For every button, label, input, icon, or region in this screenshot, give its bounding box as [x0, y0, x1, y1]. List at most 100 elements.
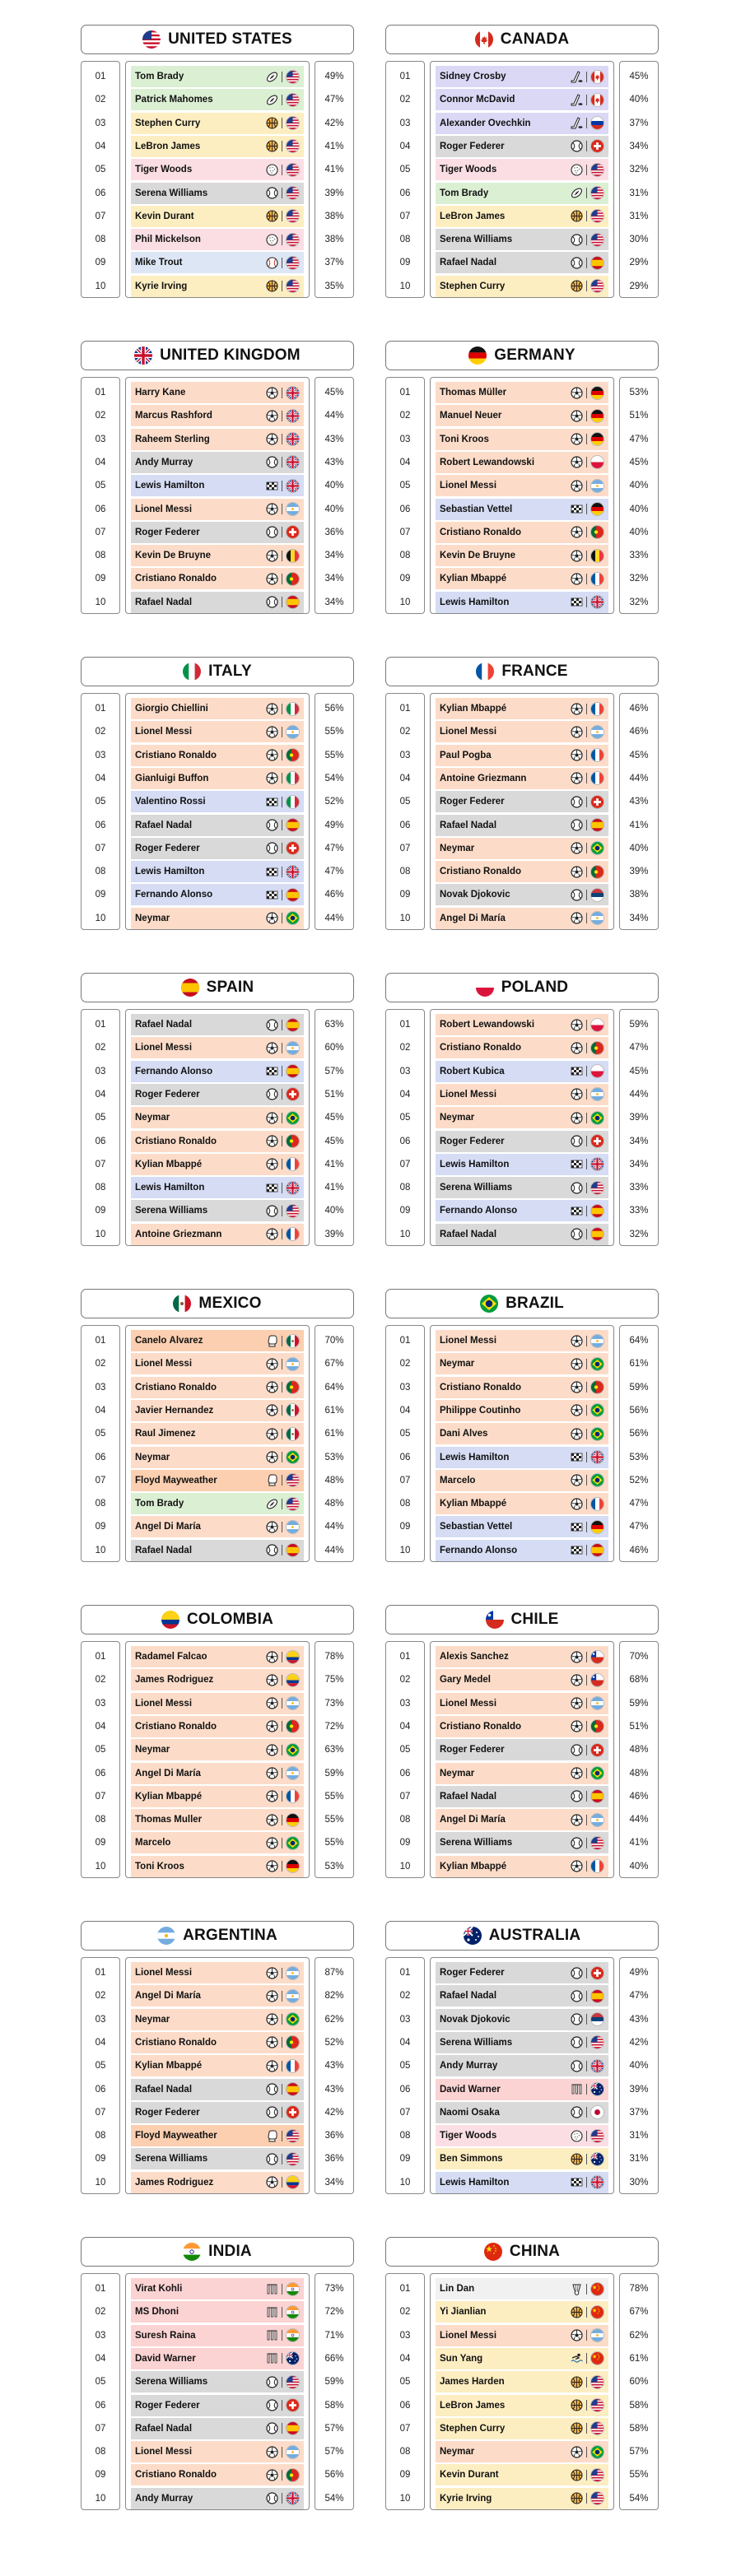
flag-ar-icon [590, 911, 604, 926]
country-title: GERMANY [385, 341, 659, 370]
percent-value: 59% [324, 2377, 344, 2388]
player-name: Alexander Ovechkin [440, 118, 531, 128]
soccer-icon [571, 1428, 583, 1440]
divider [586, 2014, 587, 2025]
divider [586, 2446, 587, 2457]
player-name: Rafael Nadal [135, 1020, 193, 1030]
player-name: Andy Murray [440, 2061, 498, 2071]
rank-number: 02 [95, 727, 106, 737]
country-title: ITALY [81, 657, 354, 686]
soccer-icon [571, 912, 583, 924]
divider [586, 1405, 587, 1416]
percent-value: 38% [324, 211, 344, 221]
player-name: Lionel Messi [135, 1359, 193, 1369]
rank-number: 07 [95, 211, 106, 221]
soccer-icon [571, 1334, 583, 1347]
rank-number: 03 [399, 1382, 411, 1393]
player-name: Lionel Messi [440, 481, 497, 491]
country-name: ARGENTINA [183, 1927, 277, 1944]
player-row: Lionel Messi [436, 2324, 608, 2346]
player-name: Radamel Falcao [135, 1652, 207, 1662]
player-row: Marcelo [436, 1469, 608, 1491]
percent-value: 46% [629, 1545, 649, 1555]
percent-value: 49% [324, 72, 344, 81]
tennis-icon [266, 596, 278, 608]
player-name: Fernando Alonso [135, 1066, 213, 1076]
football-icon [571, 187, 583, 199]
flag-in-icon [286, 2328, 300, 2343]
tennis-icon [266, 2492, 278, 2504]
player-column: Giorgio Chiellini Lionel Messi Cristiano R… [125, 693, 310, 930]
player-row: Neymar [131, 907, 304, 929]
country-panel-in: INDIA 01 02 03 04 05 06 07 08 09 10 Virat Kohli MS D… [81, 2237, 356, 2510]
percent-value: 37% [629, 2107, 649, 2118]
rank-number: 01 [95, 1336, 106, 1346]
player-row: Rafael Nadal [436, 814, 608, 836]
rank-number: 06 [95, 1768, 106, 1779]
percent-value: 39% [629, 1113, 649, 1123]
soccer-icon [266, 726, 278, 738]
rank-number: 09 [399, 2470, 411, 2481]
percent-value: 70% [629, 1652, 649, 1662]
percent-value: 45% [629, 750, 649, 760]
player-name: Philippe Coutinho [440, 1405, 521, 1416]
percent-value: 46% [629, 727, 649, 737]
flag-us-icon [286, 1496, 300, 1511]
country-title: FRANCE [385, 657, 659, 686]
country-title: CANADA [385, 25, 659, 54]
percent-value: 56% [629, 1405, 649, 1416]
rank-column: 01 02 03 04 05 06 07 08 09 10 [81, 2273, 120, 2510]
flag-us-icon [286, 1203, 300, 1218]
player-row: Mike Trout [131, 252, 304, 274]
player-name: Roger Federer [440, 141, 505, 151]
country-panel-gb: UNITED KINGDOM 01 02 03 04 05 06 07 08 09 10 Harry … [81, 341, 356, 614]
player-row: Sebastian Vettel [436, 498, 608, 520]
soccer-icon [571, 1042, 583, 1054]
soccer-icon [266, 433, 278, 445]
divider [586, 1498, 587, 1509]
divider [586, 1428, 587, 1439]
player-column: Roger Federer Rafael Nadal Novak Djokovic S… [430, 1957, 614, 2194]
player-name: Mike Trout [135, 258, 183, 268]
country-name: BRAZIL [506, 1295, 564, 1312]
divider [586, 2107, 587, 2118]
percent-value: 40% [629, 843, 649, 853]
player-row: Lionel Messi [436, 1692, 608, 1714]
percent-value: 41% [324, 165, 344, 175]
flag-ar-icon [286, 2444, 300, 2459]
flag-es-icon [590, 1227, 604, 1242]
player-name: Neymar [440, 1768, 475, 1779]
rank-number: 06 [95, 188, 106, 198]
divider [586, 1159, 587, 1170]
tennis-icon [571, 2036, 583, 2048]
soccer-icon [266, 1381, 278, 1393]
percent-column: 78% 67% 62% 61% 60% 58% 58% 57% 55% 54% [619, 2273, 659, 2510]
cricket-icon [571, 2083, 583, 2095]
flag-es-icon [286, 2421, 300, 2436]
rank-number: 04 [95, 2353, 106, 2364]
player-name: Thomas Müller [440, 388, 507, 398]
flag-au-icon [590, 2151, 604, 2166]
player-name: Lionel Messi [135, 1043, 193, 1053]
divider [586, 410, 587, 421]
percent-value: 75% [324, 1675, 344, 1686]
rank-number: 08 [95, 235, 106, 245]
basketball-icon [571, 2399, 583, 2411]
player-row: Roger Federer [436, 791, 608, 813]
country-title: ARGENTINA [81, 1921, 354, 1951]
player-name: Tiger Woods [440, 165, 497, 175]
flag-us-icon [590, 162, 604, 177]
flag-be-icon [286, 548, 300, 563]
percent-column: 45% 44% 43% 43% 40% 40% 36% 34% 34% 34% [315, 377, 354, 614]
percent-value: 49% [324, 820, 344, 830]
flag-es-icon [590, 1789, 604, 1804]
player-row: Lewis Hamilton [436, 2171, 608, 2193]
player-name: Cristiano Ronaldo [440, 1043, 522, 1053]
player-name: Neymar [135, 1452, 170, 1462]
rank-number: 10 [95, 2493, 106, 2504]
player-row: Serena Williams [436, 2031, 608, 2053]
percent-value: 53% [324, 1861, 344, 1872]
percent-value: 34% [324, 574, 344, 584]
player-row: Rafael Nadal [436, 1785, 608, 1807]
player-row: Rafael Nadal [131, 2417, 304, 2439]
